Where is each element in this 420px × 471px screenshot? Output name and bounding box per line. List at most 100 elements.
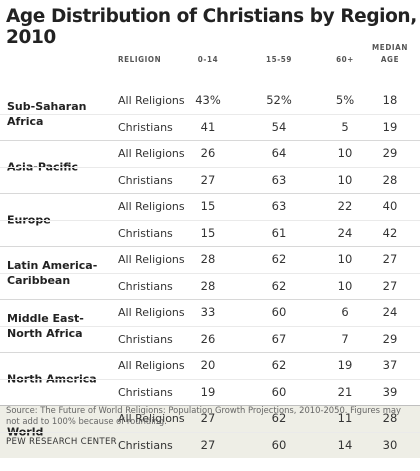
table-row: All Religions 33 60 6 24 [0, 300, 420, 326]
region-label-text: Sub-Saharan Africa [7, 100, 87, 128]
value-0-14: 27 [200, 173, 216, 187]
value-15-59: 62 [271, 358, 287, 372]
table-header: RELIGION 0-14 15-59 60+ MEDIAN AGE [0, 40, 420, 88]
table-row: All Religions 28 62 10 27 [0, 247, 420, 273]
value-0-14: 41 [200, 120, 216, 134]
table-row: Christians 27 63 10 28 [0, 167, 420, 194]
header-0-14: 0-14 [197, 55, 219, 64]
value-15-59: 60 [271, 385, 287, 399]
region-group: Europe All Religions 15 63 22 40 Christi… [0, 193, 420, 246]
value-15-59: 64 [271, 146, 287, 160]
value-median-age: 29 [382, 332, 398, 346]
religion-cell: Christians [118, 386, 173, 399]
value-60plus: 7 [341, 332, 349, 346]
value-median-age: 28 [382, 173, 398, 187]
value-60plus: 10 [337, 146, 353, 160]
header-age: AGE [380, 55, 400, 64]
value-60plus: 10 [337, 279, 353, 293]
value-15-59: 62 [271, 411, 287, 425]
value-60plus: 22 [337, 199, 353, 213]
header-15-59: 15-59 [265, 55, 293, 64]
value-0-14: 20 [200, 358, 216, 372]
value-60plus: 19 [337, 358, 353, 372]
value-15-59: 54 [271, 120, 287, 134]
value-median-age: 27 [382, 252, 398, 266]
value-median-age: 42 [382, 226, 398, 240]
value-median-age: 18 [382, 93, 398, 107]
region-group: Sub-Saharan Africa All Religions 43% 52%… [0, 88, 420, 140]
source-note: Source: The Future of World Religions: P… [6, 405, 401, 426]
value-0-14: 43% [195, 93, 221, 107]
value-0-14: 19 [200, 385, 216, 399]
value-median-age: 24 [382, 305, 398, 319]
region-label: Latin America- Caribbean [7, 258, 107, 288]
value-60plus: 10 [337, 252, 353, 266]
region-label-line2: North Africa [7, 327, 83, 340]
religion-cell: Christians [118, 227, 173, 240]
value-median-age: 30 [382, 438, 398, 452]
table-row: Christians 19 60 21 39 [0, 379, 420, 406]
region-group: North America All Religions 20 62 19 37 … [0, 352, 420, 405]
value-0-14: 28 [200, 279, 216, 293]
value-0-14: 15 [200, 199, 216, 213]
region-label: Sub-Saharan Africa [7, 99, 107, 129]
footer-credit: PEW RESEARCH CENTER [6, 437, 117, 447]
religion-cell: Christians [118, 333, 173, 346]
value-15-59: 62 [271, 252, 287, 266]
value-15-59: 60 [271, 438, 287, 452]
value-median-age: 19 [382, 120, 398, 134]
region-label-line1: Latin America- [7, 259, 98, 272]
value-0-14: 27 [200, 438, 216, 452]
table-row: All Religions 43% 52% 5% 18 [0, 88, 420, 114]
header-religion: RELIGION [118, 55, 162, 64]
value-15-59: 52% [266, 93, 292, 107]
value-60plus: 21 [337, 385, 353, 399]
table-row: Christians 15 61 24 42 [0, 220, 420, 247]
table-row: Christians 27 60 14 30 [0, 432, 420, 459]
religion-cell: Christians [118, 280, 173, 293]
world-group: World All Religions 27 62 11 28 Christia… [0, 405, 420, 458]
value-0-14: 27 [200, 411, 216, 425]
religion-cell: All Religions [118, 412, 185, 425]
table-row: All Religions 15 63 22 40 [0, 194, 420, 220]
value-60plus: 6 [341, 305, 349, 319]
value-median-age: 28 [382, 411, 398, 425]
value-60plus: 10 [337, 173, 353, 187]
religion-cell: All Religions [118, 200, 185, 213]
table-row: All Religions 20 62 19 37 [0, 353, 420, 379]
table-row: Christians 41 54 5 19 [0, 114, 420, 141]
religion-cell: Christians [118, 439, 173, 452]
header-60plus: 60+ [336, 55, 354, 64]
value-15-59: 61 [271, 226, 287, 240]
value-60plus: 5% [335, 93, 355, 107]
region-label: Middle East- North Africa [7, 311, 107, 341]
value-60plus: 11 [337, 411, 353, 425]
religion-cell: All Religions [118, 359, 185, 372]
value-0-14: 15 [200, 226, 216, 240]
value-median-age: 27 [382, 279, 398, 293]
value-0-14: 28 [200, 252, 216, 266]
value-15-59: 62 [271, 279, 287, 293]
value-0-14: 33 [200, 305, 216, 319]
value-0-14: 26 [200, 146, 216, 160]
table-row: Christians 28 62 10 27 [0, 273, 420, 300]
table-row: All Religions 26 64 10 29 [0, 141, 420, 167]
data-table: RELIGION 0-14 15-59 60+ MEDIAN AGE Sub-S… [0, 40, 420, 458]
header-median: MEDIAN [372, 43, 408, 52]
religion-cell: All Religions [118, 147, 185, 160]
region-label-line1: Middle East- [7, 312, 84, 325]
region-label-line2: Caribbean [7, 274, 71, 287]
value-15-59: 60 [271, 305, 287, 319]
table-row: Christians 26 67 7 29 [0, 326, 420, 353]
religion-cell: All Religions [118, 253, 185, 266]
value-15-59: 67 [271, 332, 287, 346]
value-median-age: 40 [382, 199, 398, 213]
value-15-59: 63 [271, 173, 287, 187]
value-15-59: 63 [271, 199, 287, 213]
value-60plus: 24 [337, 226, 353, 240]
value-median-age: 37 [382, 358, 398, 372]
table-row: All Religions 27 62 11 28 [0, 406, 420, 432]
value-0-14: 26 [200, 332, 216, 346]
region-group: Middle East- North Africa All Religions … [0, 299, 420, 352]
religion-cell: Christians [118, 121, 173, 134]
